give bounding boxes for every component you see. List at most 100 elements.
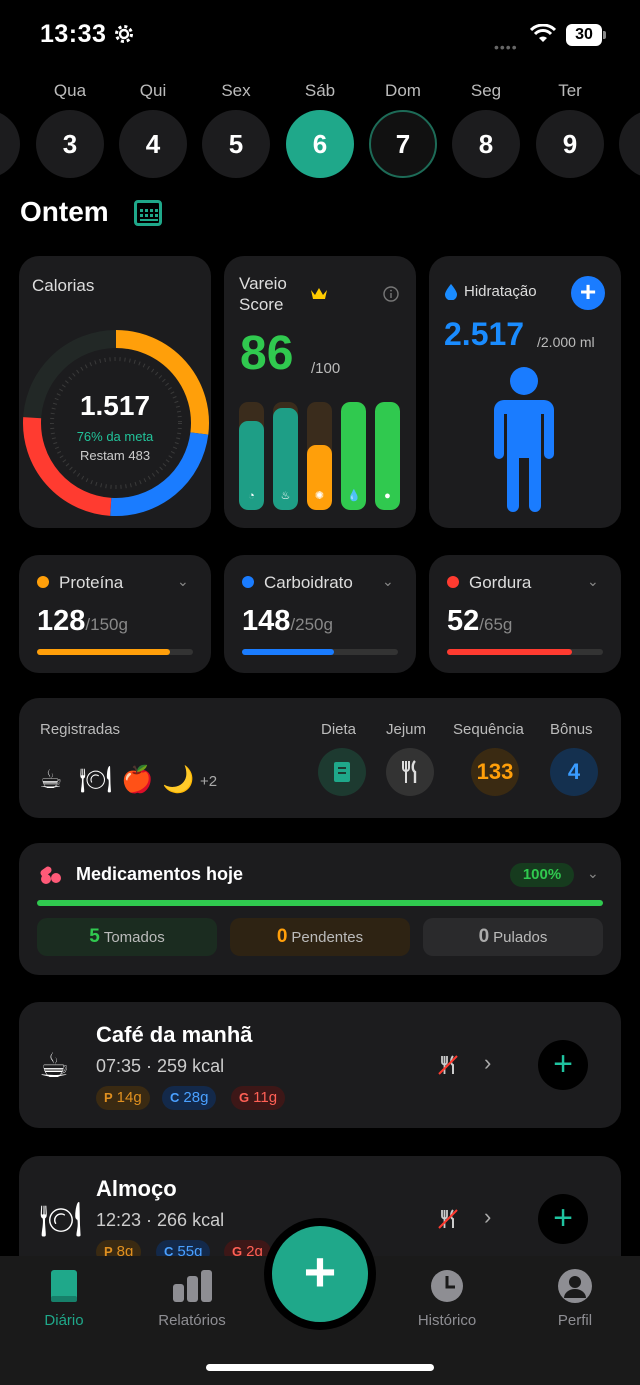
macro-card-protein[interactable]: Proteína ⌄ 128/150g <box>19 555 211 673</box>
fat-chip: G 11g <box>231 1086 286 1110</box>
meds-pending-label: Pendentes <box>291 929 364 946</box>
person-icon <box>494 367 554 512</box>
chevron-right-icon[interactable]: › <box>484 1204 492 1229</box>
macro-progress <box>447 649 603 655</box>
meds-pending-count: 0 <box>276 926 288 947</box>
score-value: 86 <box>240 327 294 380</box>
day-next[interactable] <box>619 78 640 178</box>
meds-skipped-count: 0 <box>478 926 490 947</box>
macro-value: 148 <box>242 605 291 637</box>
page-title: Ontem <box>20 196 109 227</box>
day-number: 5 <box>202 110 270 178</box>
diet-label: Dieta <box>321 721 357 738</box>
battery-icon: 30 <box>566 24 606 46</box>
macro-progress <box>37 649 193 655</box>
calories-card[interactable]: Calorias 1.517 76% da meta Restam 483 <box>19 256 211 528</box>
chevron-down-icon[interactable]: ⌄ <box>177 573 189 589</box>
day-prev[interactable] <box>0 78 20 178</box>
moon-icon: 🌙 <box>162 764 195 794</box>
day-item[interactable]: Seg 8 <box>452 78 520 178</box>
tab-label: Histórico <box>417 1312 477 1329</box>
carbs-dot <box>242 576 254 588</box>
day-label: Qui <box>139 81 167 100</box>
score-max: /100 <box>311 360 341 377</box>
coffee-icon: ☕ <box>39 1047 70 1085</box>
water-drop-icon <box>445 284 457 300</box>
plate-icon: 🍽 <box>39 1201 83 1239</box>
pills-icon <box>40 866 61 884</box>
day-item-selected[interactable]: Sáb 6 <box>286 78 354 178</box>
pie-chart-icon: ◔ <box>248 490 255 502</box>
calories-ring <box>23 330 209 516</box>
fat-dot <box>447 576 459 588</box>
meds-taken-label: Tomados <box>103 929 165 946</box>
fab-container: + <box>264 1218 376 1330</box>
score-title-line2: Score <box>239 295 284 314</box>
protein-chip: P 14g <box>96 1086 150 1110</box>
meds-skipped[interactable]: 0 Pulados <box>423 918 603 956</box>
fast-button[interactable] <box>386 748 434 796</box>
streak-value[interactable]: 133 <box>471 748 519 796</box>
add-food-button[interactable]: + <box>538 1194 588 1244</box>
apple-icon: 🍎 <box>121 764 154 794</box>
macro-card-carbs[interactable]: Carboidrato ⌄ 148/250g <box>224 555 416 673</box>
fork-knife-icon <box>402 760 417 783</box>
day-item[interactable]: Ter 9 <box>536 78 604 178</box>
calories-percent: 76% da meta <box>76 429 154 444</box>
carbs-chip: C 28g <box>162 1086 217 1110</box>
hydration-card[interactable]: Hidratação + 2.517 /2.000 ml <box>429 256 621 528</box>
diet-button[interactable] <box>318 748 366 796</box>
bonus-value[interactable]: 4 <box>550 748 598 796</box>
day-item-today[interactable]: Dom 7 <box>369 78 437 178</box>
macro-card-fat[interactable]: Gordura ⌄ 52/65g <box>429 555 621 673</box>
medications-card[interactable]: Medicamentos hoje 100% ⌄ 5 Tomados 0 Pende… <box>19 843 621 975</box>
meal-info: 07:35 · 259 kcal <box>96 1056 225 1076</box>
gear-icon <box>115 25 133 43</box>
day-number: 9 <box>536 110 604 178</box>
medications-badge: 100% <box>510 863 574 887</box>
score-bar: ✺ <box>307 402 332 510</box>
drop-icon: 💧 <box>347 490 361 502</box>
calories-title: Calorias <box>32 276 95 295</box>
tab-label: Relatórios <box>158 1312 226 1329</box>
day-number: 4 <box>119 110 187 178</box>
score-bar: ♨ <box>273 402 298 510</box>
day-item[interactable]: Sex 5 <box>202 78 270 178</box>
macro-name: Carboidrato <box>264 573 353 592</box>
score-card[interactable]: Vareio Score 86 /100 ◔ ♨ ✺ 💧 ● <box>224 256 416 528</box>
chevron-down-icon[interactable]: ⌄ <box>382 573 394 589</box>
calorie-ring-segment <box>23 417 112 516</box>
no-fork-icon[interactable] <box>437 1054 459 1076</box>
fast-label: Jejum <box>386 721 427 738</box>
calendar-icon[interactable] <box>134 200 162 226</box>
registered-card[interactable]: Registradas ☕ 🍽 🍎 🌙 +2 Dieta Jejum Sequê… <box>19 698 621 818</box>
info-icon[interactable] <box>383 286 399 302</box>
chevron-right-icon[interactable]: › <box>484 1050 492 1075</box>
add-food-button[interactable]: + <box>538 1040 588 1090</box>
meds-pending[interactable]: 0 Pendentes <box>230 918 410 956</box>
home-indicator[interactable] <box>206 1364 434 1371</box>
chevron-down-icon[interactable]: ⌄ <box>587 573 599 589</box>
macro-max: /65g <box>479 615 513 634</box>
day-item[interactable]: Qui 4 <box>119 78 187 178</box>
day-label: Ter <box>558 81 582 100</box>
signal-icon: •••• <box>494 39 518 55</box>
chevron-down-icon[interactable]: ⌄ <box>587 865 599 881</box>
protein-dot <box>37 576 49 588</box>
meal-name: Café da manhã <box>96 1022 253 1047</box>
hydration-max: /2.000 ml <box>537 334 595 350</box>
status-time: 13:33 <box>40 20 107 48</box>
add-button[interactable]: + <box>272 1226 368 1322</box>
no-fork-icon[interactable] <box>437 1208 459 1230</box>
date-strip[interactable]: Qua 3 Qui 4 Sex 5 Sáb 6 Dom 7 Seg 8 Ter 9 <box>0 78 640 184</box>
add-water-button[interactable]: + <box>571 276 605 310</box>
plate-icon: 🍽 <box>79 764 113 794</box>
macro-value: 52 <box>447 605 480 637</box>
meds-taken[interactable]: 5 Tomados <box>37 918 217 956</box>
macro-max: /250g <box>290 615 333 634</box>
day-item[interactable]: Qua 3 <box>36 78 104 178</box>
macro-value: 128 <box>37 605 86 637</box>
wifi-icon <box>530 24 556 42</box>
hydration-value: 2.517 <box>444 316 525 352</box>
